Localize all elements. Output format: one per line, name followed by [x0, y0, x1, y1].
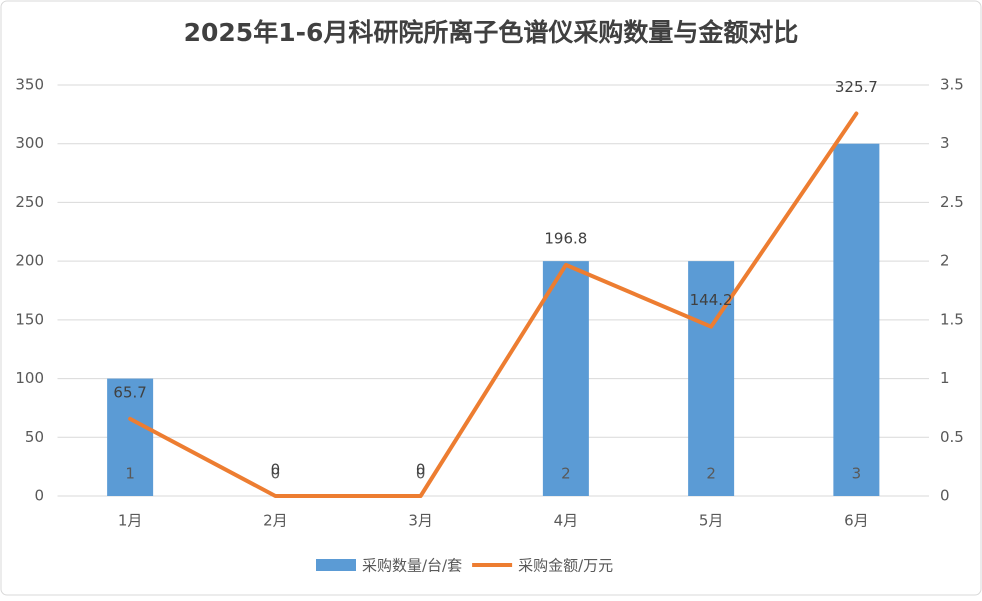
y2-tick-label: 0	[940, 487, 950, 505]
y-tick-label: 350	[15, 76, 44, 94]
bar-value-label: 1	[125, 465, 135, 483]
legend-swatch	[316, 559, 356, 571]
y-tick-label: 250	[15, 193, 44, 211]
line-value-label: 325.7	[835, 78, 878, 96]
bar	[107, 378, 154, 496]
chart-title: 2025年1-6月科研院所离子色谱仪采购数量与金额对比	[184, 18, 799, 47]
y2-tick-label: 3	[940, 134, 950, 152]
bar-value-label: 3	[852, 465, 862, 483]
x-tick-label: 1月	[118, 512, 143, 530]
y-tick-label: 50	[25, 428, 44, 446]
bar	[833, 143, 880, 496]
y-tick-label: 100	[15, 369, 44, 387]
x-tick-label: 2月	[263, 512, 288, 530]
bar-value-label: 0	[271, 465, 281, 483]
y-tick-label: 300	[15, 134, 44, 152]
line-value-label: 0	[416, 461, 426, 479]
legend-label: 采购金额/万元	[518, 557, 613, 575]
y2-tick-label: 0.5	[940, 428, 964, 446]
bar-value-label: 0	[416, 465, 426, 483]
bar-value-label: 2	[561, 465, 571, 483]
line	[128, 111, 859, 498]
line-value-label: 196.8	[544, 229, 587, 247]
bar	[542, 261, 589, 496]
y-tick-label: 0	[34, 487, 44, 505]
y2-tick-label: 1.5	[940, 310, 964, 328]
line-value-label: 0	[271, 461, 281, 479]
legend-label: 采购数量/台/套	[362, 557, 462, 575]
x-tick-label: 3月	[408, 512, 433, 530]
y2-tick-label: 3.5	[940, 76, 964, 94]
y2-tick-label: 2.5	[940, 193, 964, 211]
bar	[688, 261, 735, 496]
y2-tick-label: 1	[940, 369, 950, 387]
line-value-label: 144.2	[690, 291, 733, 309]
y-tick-label: 150	[15, 310, 44, 328]
x-tick-label: 6月	[844, 512, 869, 530]
line-value-label: 65.7	[113, 383, 146, 401]
x-tick-label: 5月	[699, 512, 724, 530]
bar-value-label: 2	[706, 465, 716, 483]
y-tick-label: 200	[15, 252, 44, 270]
x-tick-label: 4月	[554, 512, 579, 530]
y2-tick-label: 2	[940, 252, 950, 270]
